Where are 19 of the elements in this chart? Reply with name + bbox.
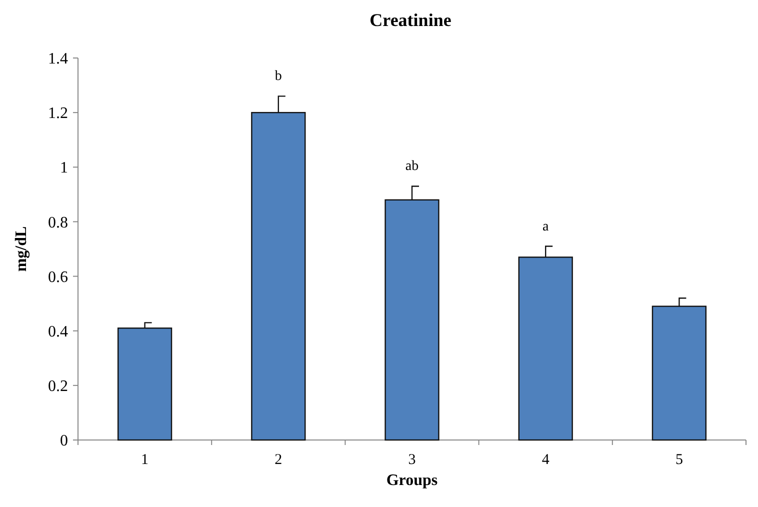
- x-tick-label: 5: [675, 452, 683, 468]
- x-tick-label: 4: [542, 452, 550, 468]
- x-tick-label: 3: [408, 452, 416, 468]
- annotation: b: [274, 69, 282, 84]
- y-tick-label: 0.8: [48, 214, 68, 232]
- y-tick-label: 0: [60, 432, 68, 450]
- x-tick-label: 1: [141, 452, 149, 468]
- chart-title: Creatinine: [370, 10, 452, 30]
- y-tick-label: 1.2: [48, 105, 68, 122]
- y-tick-label: 0.4: [48, 323, 68, 340]
- x-tick-label: 2: [274, 452, 282, 468]
- y-tick-label: 1.4: [48, 50, 68, 68]
- annotation: ab: [405, 159, 419, 174]
- x-axis-title: Groups: [386, 472, 438, 489]
- y-tick-label: 1: [60, 160, 68, 177]
- y-axis-title: mg/dL: [13, 226, 30, 272]
- annotation: a: [542, 219, 550, 234]
- y-tick-label: 0.6: [48, 268, 68, 286]
- y-tick-label: 0.2: [48, 378, 68, 396]
